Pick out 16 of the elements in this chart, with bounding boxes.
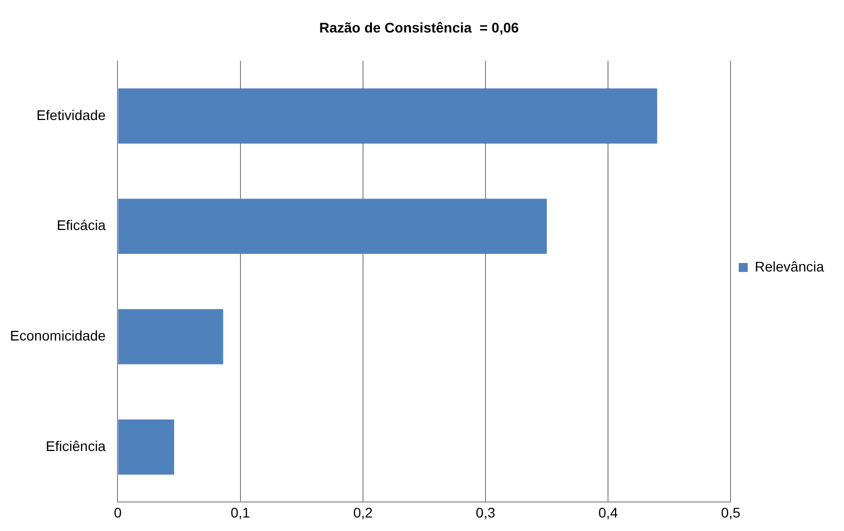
x-tick-label: 0,1: [230, 504, 250, 520]
y-tick-label: Economicidade: [10, 328, 106, 344]
y-tick-label: Efetividade: [36, 106, 106, 123]
x-tick-label: 0,2: [353, 504, 373, 520]
x-tick-label: 0,3: [476, 504, 496, 520]
bar: [118, 198, 547, 254]
x-tick-label: 0,4: [598, 504, 618, 520]
legend-label: Relevância: [754, 258, 824, 274]
chart-title: Razão de Consistência = 0,06: [319, 19, 519, 36]
x-tick-label: 0: [114, 504, 122, 520]
bar: [118, 419, 174, 475]
y-tick-label: Eficácia: [56, 217, 106, 234]
bar: [118, 309, 224, 364]
bar: [118, 88, 658, 144]
x-tick-label: 0,5: [721, 504, 741, 520]
y-tick-label: Eficiência: [46, 438, 106, 454]
